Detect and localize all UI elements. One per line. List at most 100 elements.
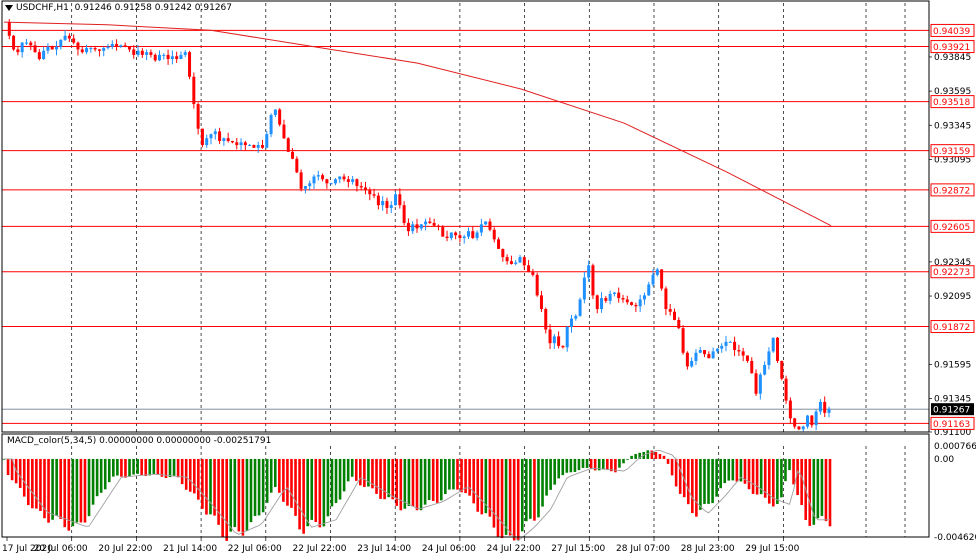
candle-body — [625, 299, 629, 303]
macd-bar — [638, 452, 641, 459]
candle-body — [445, 236, 449, 238]
macd-bar — [529, 458, 532, 519]
candle-body — [664, 288, 668, 310]
level-label-box — [930, 183, 975, 197]
macd-pane-frame — [1, 433, 930, 538]
candle-body — [634, 304, 638, 307]
candle-body — [642, 295, 646, 300]
candle-body — [376, 195, 380, 206]
macd-bar — [338, 458, 342, 500]
macd-bar — [796, 458, 799, 496]
candle-body — [269, 115, 273, 135]
candle-body — [67, 35, 71, 39]
candle-body — [651, 274, 655, 285]
candle-body — [213, 131, 217, 135]
candle-body — [814, 411, 818, 426]
macd-bar — [472, 458, 475, 504]
macd-bar — [197, 458, 200, 500]
candle-body — [570, 318, 573, 327]
macd-bar — [229, 458, 233, 532]
candle-body — [355, 179, 359, 187]
symbol-dropdown-icon[interactable] — [5, 5, 13, 11]
candle-body — [222, 138, 226, 141]
x-tick-label: 23 Jul 14:00 — [357, 544, 411, 554]
candle-body — [763, 365, 767, 375]
price-tick-label: 0.92345 — [934, 258, 971, 268]
macd-bar — [269, 458, 273, 493]
macd-bar — [500, 458, 504, 539]
macd-bar — [763, 458, 767, 498]
macd-bar — [217, 458, 220, 525]
macd-bar — [634, 453, 637, 459]
candle-body — [316, 175, 320, 177]
moving-average-line — [3, 21, 832, 227]
macd-bar — [387, 458, 390, 498]
candle-body — [711, 351, 715, 359]
macd-bar — [569, 458, 573, 473]
macd-bar — [808, 458, 812, 526]
macd-bar — [784, 458, 787, 482]
level-label-box — [930, 40, 975, 54]
macd-bar — [354, 458, 358, 481]
candle-body — [436, 225, 440, 228]
candle-body — [299, 172, 303, 189]
ohlc-readout: 0.91246 0.91258 0.91242 0.91267 — [74, 3, 233, 13]
macd-bar — [35, 458, 38, 509]
candle-body — [565, 326, 569, 348]
candle-body — [617, 292, 621, 299]
macd-bar — [723, 458, 727, 484]
macd-bar — [209, 458, 212, 515]
macd-bar — [265, 458, 269, 503]
candle-body — [797, 426, 801, 430]
macd-bar — [403, 458, 407, 509]
macd-bar — [318, 458, 322, 528]
candle-body — [707, 354, 711, 359]
macd-tick-label: 0.00 — [934, 455, 954, 465]
macd-bar — [193, 458, 196, 494]
candle-body — [394, 194, 398, 206]
macd-bar — [533, 458, 536, 521]
candle-body — [402, 205, 406, 223]
candle-body — [578, 299, 582, 316]
macd-bar — [342, 458, 346, 492]
macd-bar — [160, 458, 164, 477]
price-tick-label: 0.93845 — [934, 53, 971, 63]
candle-body — [823, 401, 827, 413]
candle-body — [694, 352, 698, 361]
candle-body — [715, 348, 719, 352]
macd-bar — [63, 458, 67, 528]
macd-bar — [383, 458, 386, 500]
candle-body — [342, 176, 346, 180]
candle-body — [97, 49, 101, 51]
candle-body — [398, 194, 402, 206]
candle-body — [218, 131, 222, 141]
macd-bar — [249, 458, 253, 523]
candle-body — [561, 345, 565, 348]
macd-bar — [261, 458, 265, 513]
level-label: 0.93518 — [933, 98, 970, 108]
macd-bar — [241, 458, 245, 536]
candle-body — [209, 134, 213, 139]
macd-bar — [549, 458, 552, 490]
macd-bar — [132, 458, 135, 475]
candle-body — [303, 186, 307, 189]
candle-body — [136, 50, 140, 55]
x-tick-label: 20 Jul 22:00 — [98, 544, 152, 554]
macd-bar — [379, 458, 382, 499]
macd-bar — [95, 458, 99, 497]
candle-body — [46, 46, 50, 51]
candle-body — [531, 272, 535, 275]
macd-bar — [460, 458, 463, 493]
current-price-box — [931, 403, 974, 416]
price-tick-label: 0.93595 — [934, 87, 971, 97]
candle-body — [226, 138, 230, 141]
macd-bar — [407, 458, 411, 507]
candle-body — [788, 400, 792, 419]
candle-body — [312, 176, 316, 184]
macd-bar — [391, 458, 395, 500]
candle-body — [132, 49, 136, 55]
x-tick-label: 20 Jul 06:00 — [34, 544, 88, 554]
candle-body — [12, 35, 16, 50]
macd-bar — [820, 458, 824, 516]
